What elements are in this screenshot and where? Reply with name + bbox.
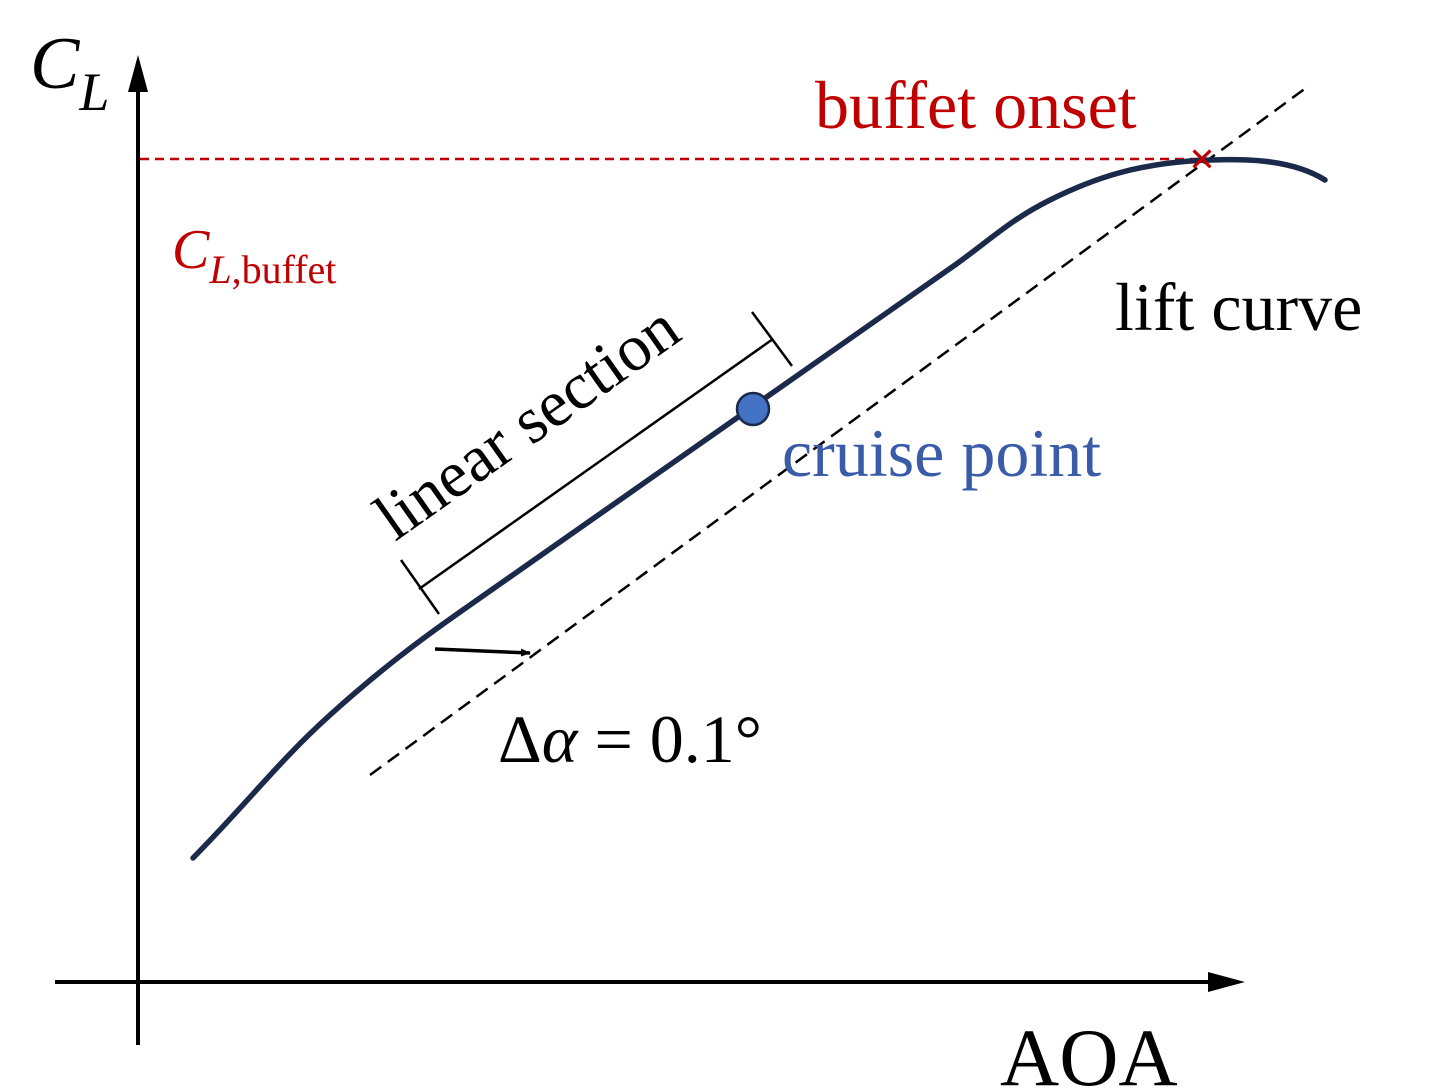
delta-alpha-arrow <box>434 647 531 657</box>
lift-curve-label: lift curve <box>1115 269 1362 345</box>
linear-section-bracket-tick-right <box>750 311 794 367</box>
lift-curve <box>190 156 1328 861</box>
cruise-point-label: cruise point <box>782 415 1101 491</box>
linear-section-bracket-line <box>418 337 774 591</box>
x-axis-label: AOA <box>1000 1012 1178 1090</box>
buffet-onset-label: buffet onset <box>815 67 1137 143</box>
linear-section-bracket-tick-left <box>399 559 441 615</box>
buffet-onset-marker: × <box>1189 133 1215 184</box>
y-axis-arrow <box>128 55 148 92</box>
cl-buffet-label: CL,buffet <box>172 219 336 292</box>
cruise-point-marker <box>735 391 771 427</box>
y-axis-label-subscript: L <box>78 62 109 122</box>
offset-tangent-dashed-line <box>369 83 1311 777</box>
linear-section-label: linear section <box>362 291 693 555</box>
delta-alpha-label: Δα = 0.1° <box>498 701 762 777</box>
x-axis-arrow <box>1208 972 1245 992</box>
linear-section-bracket <box>399 311 794 615</box>
y-axis-label: CL <box>30 23 109 122</box>
